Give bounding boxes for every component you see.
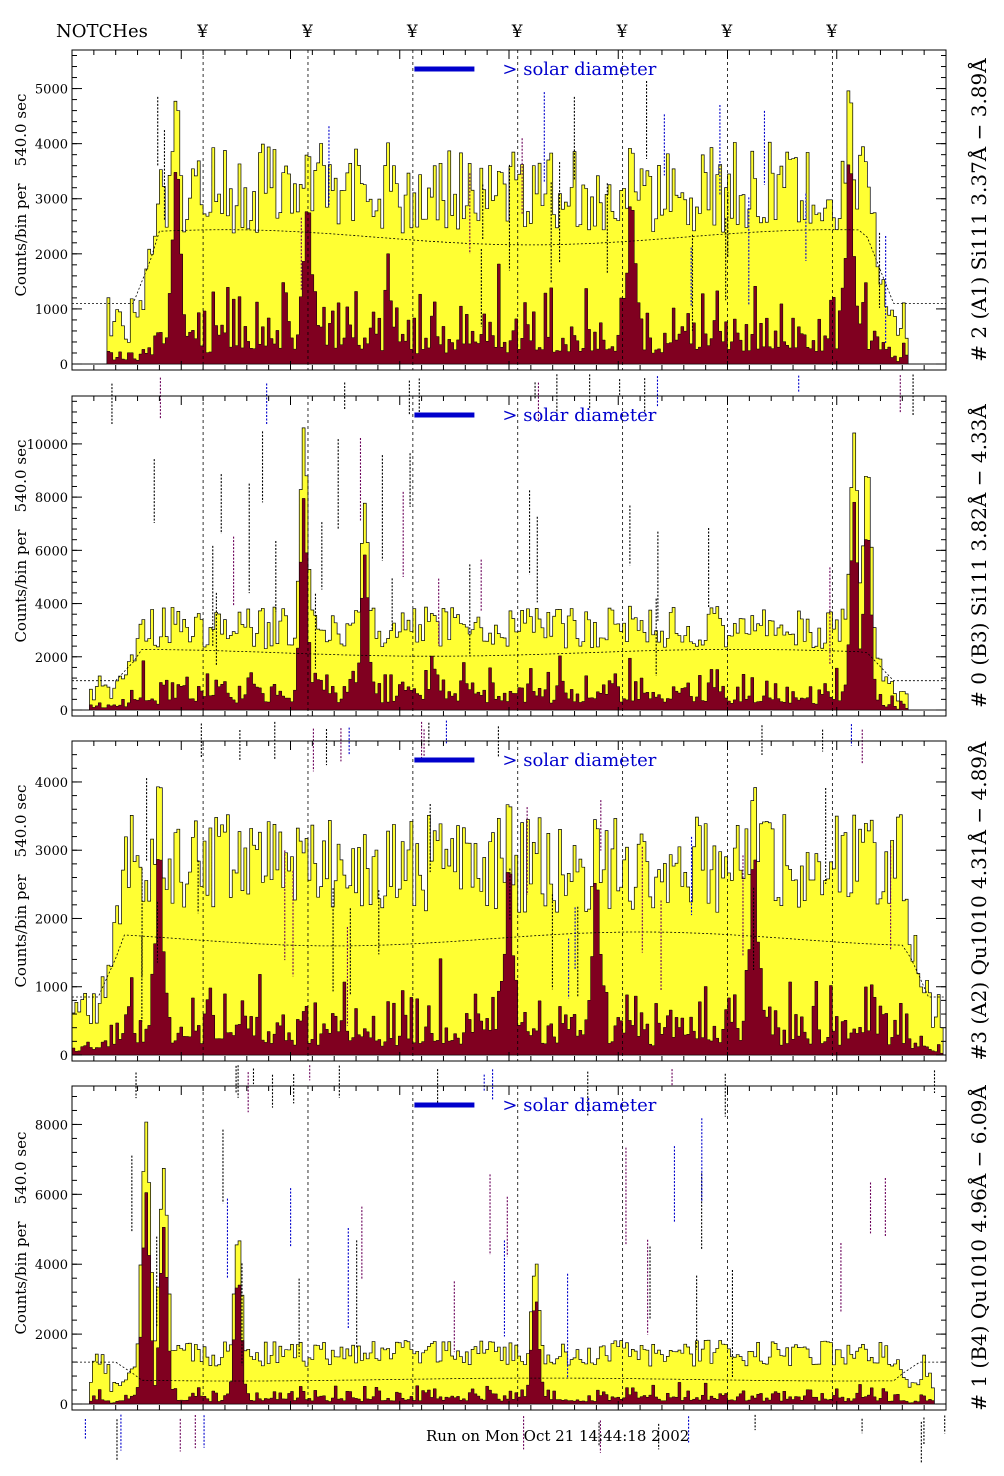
exposure-label: 540.0 sec [12, 785, 30, 858]
y-tick-label: 0 [60, 1049, 68, 1064]
notch-symbol: ¥ [511, 22, 523, 42]
y-tick-label: 0 [60, 1398, 68, 1413]
notch-symbol: ¥ [825, 22, 837, 42]
panel-title: # 0 (B3) Si111 3.82Å − 4.33Å [966, 404, 991, 708]
y-tick-label: 2000 [35, 248, 68, 263]
y-tick-label: 4000 [35, 138, 68, 153]
y-tick-label: 2000 [35, 1328, 68, 1343]
background-model-curve [72, 648, 946, 682]
total-counts-histogram [72, 427, 946, 711]
y-tick-label: 1000 [35, 981, 68, 996]
panel-title: #3 (A2) Qu1010 4.31Å − 4.89Å [966, 741, 991, 1060]
partial-counts-histogram [72, 498, 946, 711]
notch-symbol: ¥ [301, 22, 313, 42]
panel-b4-qu1010: # 1 (B4) Qu1010 4.96Å − 6.09Å Counts/bin… [12, 1085, 991, 1463]
panel-b3-si111: # 0 (B3) Si111 3.82Å − 4.33Å Counts/bin … [12, 395, 991, 772]
legend-label: > solar diameter [502, 405, 656, 426]
y-axis-label: Counts/bin per [12, 183, 30, 297]
panel-a2-qu1010: #3 (A2) Qu1010 4.31Å − 4.89Å Counts/bin … [12, 740, 991, 1117]
y-tick-label: 3000 [35, 844, 68, 859]
y-tick-label: 4000 [35, 1258, 68, 1273]
y-tick-label: 1000 [35, 303, 68, 318]
y-tick-label: 0 [60, 358, 68, 373]
legend-label: > solar diameter [502, 59, 656, 80]
legend-label: > solar diameter [502, 750, 656, 771]
notch-symbol: ¥ [721, 22, 733, 42]
y-tick-label: 2000 [35, 651, 68, 666]
y-tick-label: 6000 [35, 544, 68, 559]
y-tick-label: 10000 [27, 438, 68, 453]
panel-title: # 2 (A1) Si111 3.37Å − 3.89Å [966, 58, 991, 362]
exposure-label: 540.0 sec [12, 440, 30, 513]
y-axis-label: Counts/bin per [12, 529, 30, 643]
notch-markers: ¥ ¥ ¥ ¥ ¥ ¥ ¥ [196, 22, 837, 42]
y-tick-label: 4000 [35, 776, 68, 791]
y-tick-label: 8000 [35, 1118, 68, 1133]
y-tick-label: 0 [60, 704, 68, 719]
y-axis-label: Counts/bin per [12, 1221, 30, 1335]
panel-title: # 1 (B4) Qu1010 4.96Å − 6.09Å [966, 1085, 991, 1411]
notch-symbol: ¥ [406, 22, 418, 42]
panel-a1-si111: # 2 (A1) Si111 3.37Å − 3.89Å Counts/bin … [12, 49, 991, 425]
legend-label: > solar diameter [502, 1095, 656, 1116]
run-timestamp: Run on Mon Oct 21 14:44:18 2002 [426, 1427, 689, 1445]
exposure-label: 540.0 sec [12, 1132, 30, 1205]
partial-counts-histogram [72, 164, 946, 365]
partial-counts-histogram [72, 1192, 946, 1405]
notches-label: NOTCHes [56, 21, 148, 42]
y-axis-label: Counts/bin per [12, 874, 30, 988]
exposure-label: 540.0 sec [12, 94, 30, 167]
y-tick-label: 4000 [35, 598, 68, 613]
notch-symbol: ¥ [616, 22, 628, 42]
y-tick-label: 2000 [35, 912, 68, 927]
background-model-curve [72, 229, 946, 304]
y-tick-label: 5000 [35, 83, 68, 98]
y-tick-label: 8000 [35, 491, 68, 506]
y-tick-label: 6000 [35, 1188, 68, 1203]
y-tick-label: 3000 [35, 193, 68, 208]
notch-symbol: ¥ [196, 22, 208, 42]
